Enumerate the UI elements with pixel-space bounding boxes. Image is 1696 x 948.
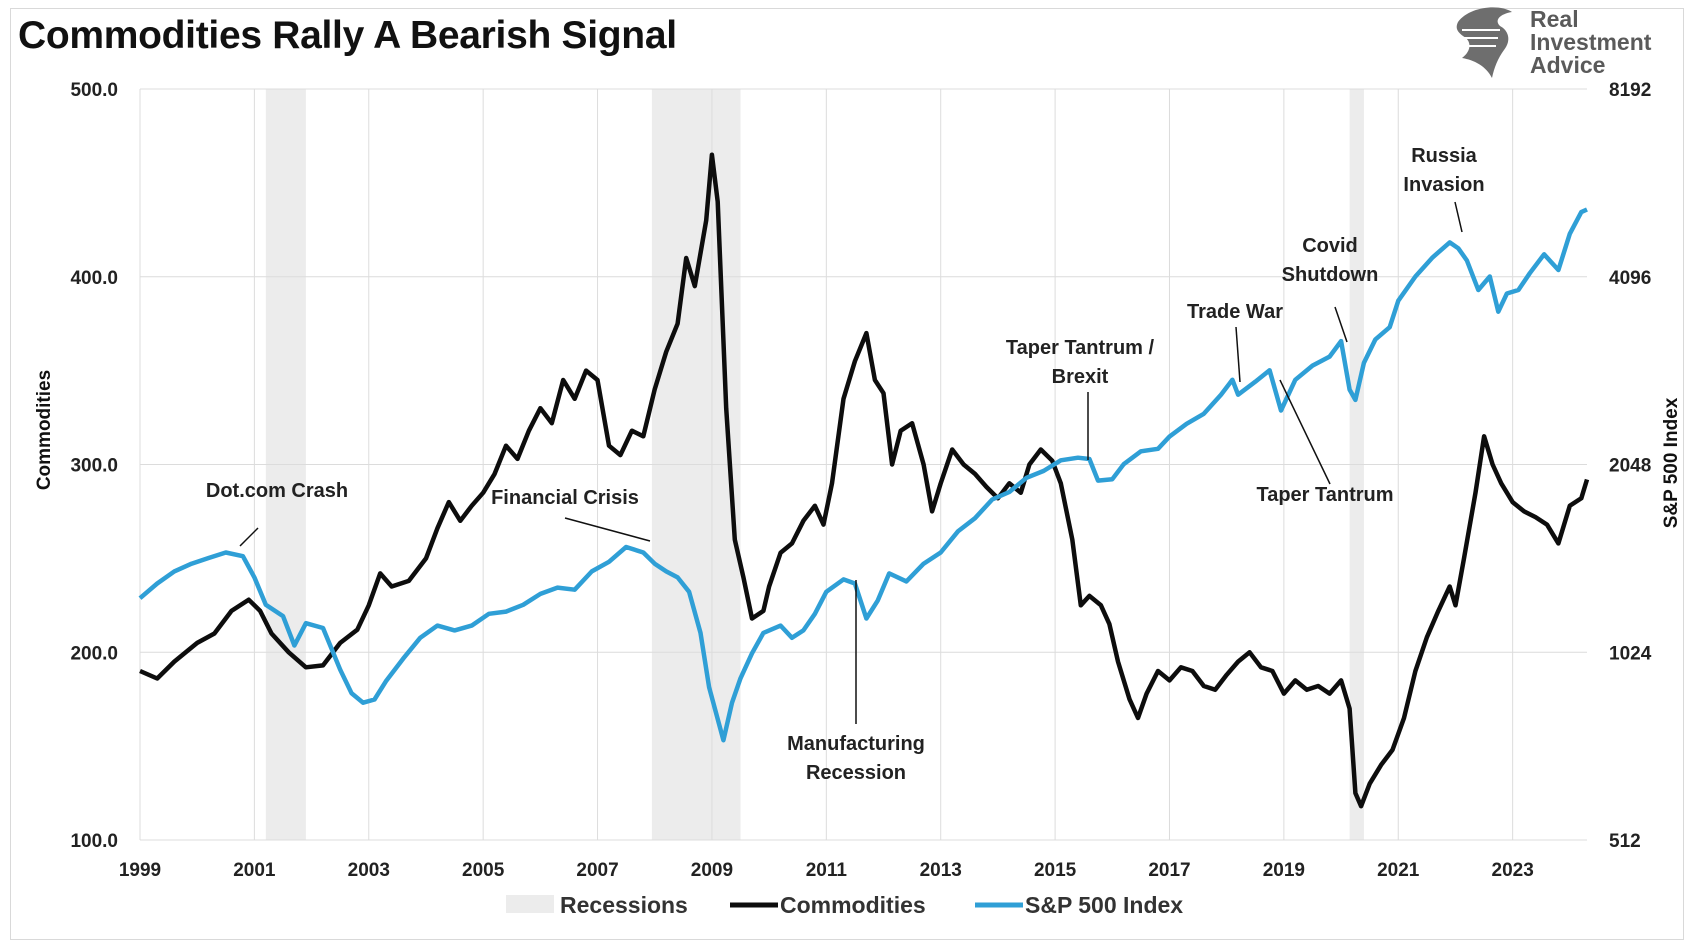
y-right-tick-label: 512	[1609, 831, 1641, 852]
dotcom-crash-label: Dot.com Crash	[206, 480, 348, 502]
y-right-tick-label: 8192	[1609, 80, 1651, 101]
financial-crisis-leader	[564, 517, 651, 542]
axes: Commodities S&P 500 Index 100.0 200.0 300.…	[34, 80, 1682, 881]
x-tick-label: 2015	[1034, 860, 1077, 881]
legend-swatch-recessions	[506, 895, 554, 913]
legend-label-sp500: S&P 500 Index	[1025, 892, 1183, 918]
x-tick-label: 2023	[1492, 860, 1534, 881]
y-right-tick-label: 1024	[1609, 643, 1652, 664]
manufacturing-recession-label: Manufacturing	[787, 733, 925, 755]
legend-label-commodities: Commodities	[780, 892, 926, 918]
financial-crisis-label: Financial Crisis	[491, 487, 639, 509]
trade-war-leader	[1235, 326, 1241, 383]
y-left-axis-title: Commodities	[34, 370, 55, 490]
commodities-series-line	[139, 152, 1590, 809]
series-lines	[138, 152, 1590, 809]
x-tick-label: 2007	[576, 860, 618, 881]
legend-label-recessions: Recessions	[560, 892, 688, 918]
gridlines	[139, 88, 1587, 841]
manufacturing-recession-label: Recession	[806, 762, 906, 784]
y-left-tick-label: 300.0	[70, 456, 118, 477]
taper-tantrum-brexit-label: Brexit	[1052, 366, 1109, 388]
sp500-series-line	[138, 207, 1588, 743]
dotcom-crash-leader	[239, 527, 259, 547]
logo-line-3: Advice	[1530, 52, 1605, 78]
y-left-tick-label: 400.0	[70, 268, 118, 289]
x-tick-label: 2021	[1377, 860, 1420, 881]
eagle-icon	[1456, 7, 1512, 79]
taper-tantrum-brexit-label: Taper Tantrum /	[1006, 337, 1155, 359]
taper-tantrum-label: Taper Tantrum	[1256, 484, 1393, 506]
chart-title: Commodities Rally A Bearish Signal	[18, 14, 677, 57]
logo-line-1: Real	[1530, 6, 1579, 32]
legend: Recessions Commodities S&P 500 Index	[506, 892, 1183, 918]
x-tick-label: 2017	[1148, 860, 1190, 881]
y-left-tick-label: 200.0	[70, 643, 118, 664]
covid-shutdown-label: Shutdown	[1282, 264, 1379, 286]
x-tick-label: 1999	[119, 860, 161, 881]
y-left-tick-label: 500.0	[70, 80, 118, 101]
russia-invasion-label: Russia	[1411, 145, 1477, 167]
x-tick-label: 2005	[462, 860, 505, 881]
chart-border	[10, 8, 1684, 940]
x-tick-label: 2009	[691, 860, 733, 881]
x-tick-label: 2011	[806, 860, 848, 881]
logo-line-2: Investment	[1530, 29, 1652, 55]
russia-invasion-label: Invasion	[1403, 174, 1484, 196]
x-tick-label: 2001	[233, 860, 276, 881]
x-tick-label: 2019	[1263, 860, 1305, 881]
x-tick-label: 2003	[348, 860, 390, 881]
y-left-tick-label: 100.0	[70, 831, 118, 852]
y-right-tick-label: 2048	[1609, 456, 1651, 477]
taper-tantrum-leader	[1279, 379, 1331, 485]
x-tick-label: 2013	[920, 860, 962, 881]
y-right-tick-label: 4096	[1609, 268, 1651, 289]
y-right-axis-title: S&P 500 Index	[1661, 397, 1682, 528]
annotations: Dot.com Crash Financial Crisis Manufacturi…	[206, 145, 1485, 784]
covid-shutdown-leader	[1334, 306, 1348, 343]
russia-invasion-leader	[1454, 201, 1463, 233]
trade-war-label: Trade War	[1187, 301, 1283, 323]
brand-logo: Real Investment Advice	[1456, 6, 1652, 79]
covid-shutdown-label: Covid	[1302, 235, 1358, 257]
